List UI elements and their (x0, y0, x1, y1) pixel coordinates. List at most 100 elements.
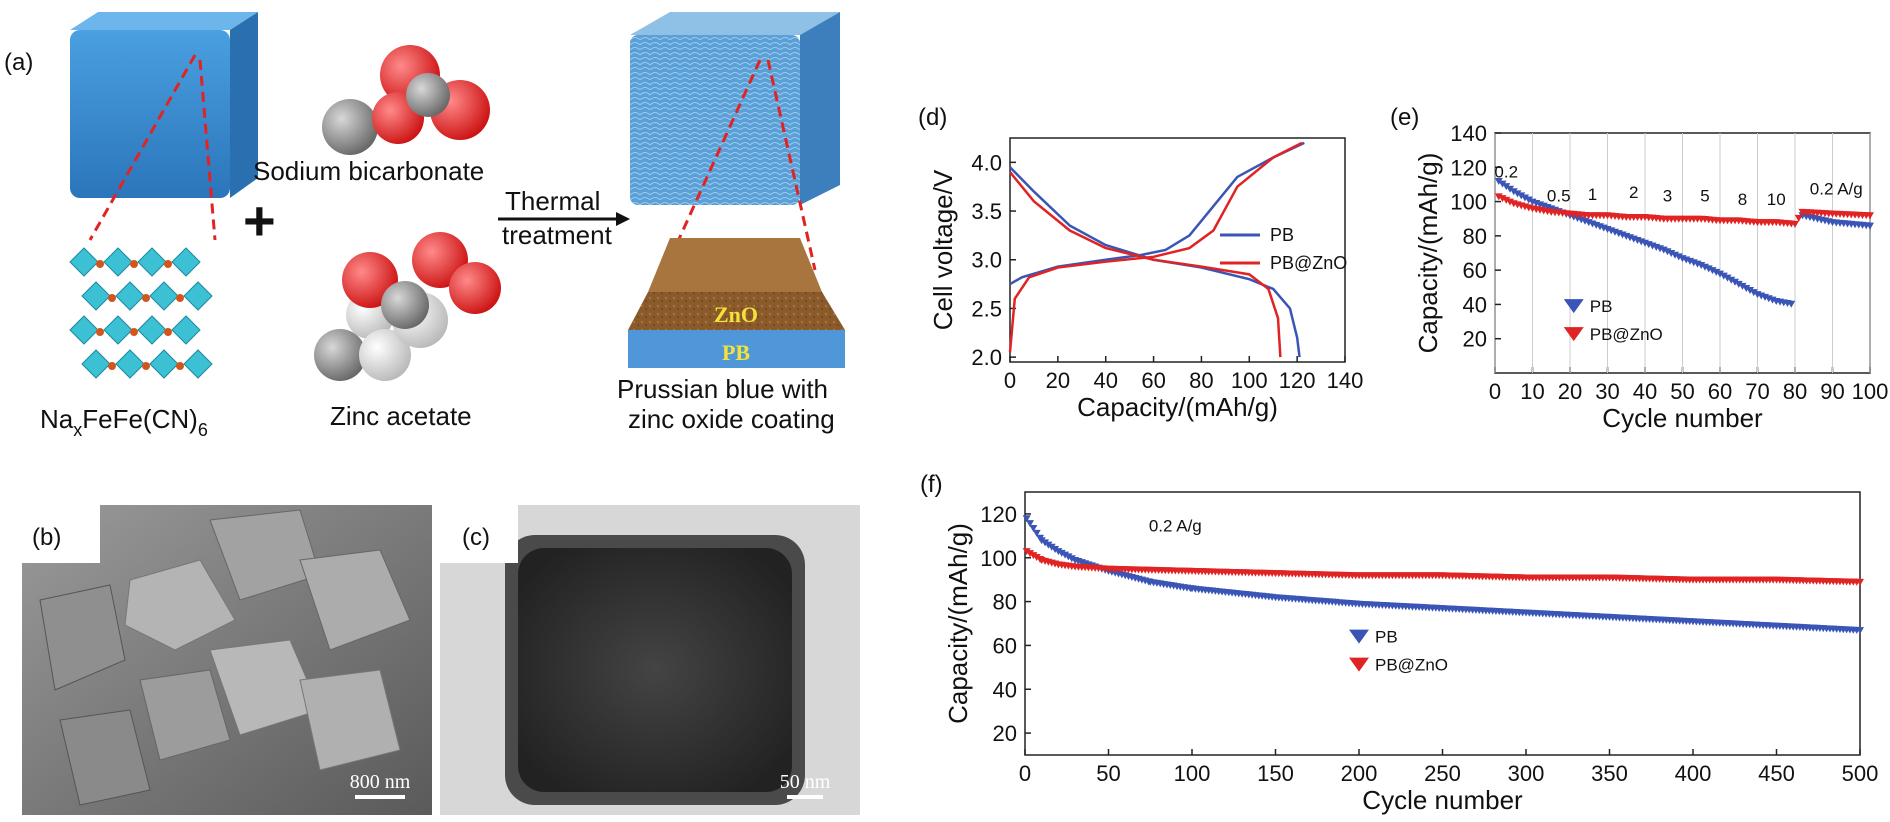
y-tick-label: 20 (993, 721, 1017, 746)
data-point (1051, 545, 1060, 553)
prussian-blue-cube (70, 12, 258, 198)
sem-scale-bar (355, 795, 405, 799)
coating-layer-diagram: ZnO PB (628, 238, 845, 368)
rate-label: 0.2 A/g (1810, 180, 1863, 199)
data-point (1057, 549, 1066, 557)
data-point (1054, 548, 1063, 556)
x-tick-label: 20 (1046, 368, 1070, 393)
crystal-lattice (69, 247, 213, 379)
panel-a: (a) NaxFeFe(CN)6 + Sodium bicarbonate (4, 12, 845, 440)
octahedron-icon (115, 349, 145, 379)
legend-marker (1349, 629, 1369, 644)
octahedron-icon (69, 315, 99, 345)
x-tick-label: 300 (1508, 761, 1545, 786)
data-point (1731, 278, 1739, 286)
x-tick-label: 200 (1341, 761, 1378, 786)
legend-marker (1563, 327, 1584, 342)
product-label-line2: zinc oxide coating (628, 404, 835, 434)
data-point (1521, 194, 1529, 202)
octahedron-icon (171, 315, 201, 345)
octahedron-icon (81, 281, 111, 311)
panel-label-a: (a) (4, 49, 33, 76)
data-point (1022, 515, 1031, 523)
tem-particle-core (518, 548, 792, 792)
x-tick-label: 30 (1595, 379, 1619, 404)
x-tick-label: 0 (1004, 368, 1016, 393)
product-label-line1: Prussian blue with (617, 374, 828, 404)
x-axis-title: Capacity/(mAh/g) (1077, 392, 1278, 422)
panel-label-e: (e) (1390, 104, 1419, 131)
x-tick-label: 400 (1675, 761, 1712, 786)
y-tick-label: 4.0 (971, 150, 1002, 175)
data-point (1502, 183, 1511, 191)
data-point (1734, 280, 1743, 288)
formula-label: NaxFeFe(CN)6 (40, 404, 208, 440)
x-tick-label: 120 (1279, 368, 1316, 393)
series-line-discharge (1009, 171, 1282, 358)
tem-scale-label: 50 nm (780, 771, 831, 793)
y-tick-label: 100 (980, 546, 1017, 571)
data-point (1856, 627, 1864, 635)
y-tick-label: 100 (1450, 190, 1487, 215)
octahedron-icon (69, 247, 99, 277)
data-point (1029, 552, 1038, 560)
x-tick-label: 90 (1820, 379, 1844, 404)
panel-label-b: (b) (32, 524, 61, 551)
legend-label: PB@ZnO (1375, 656, 1448, 675)
y-tick-label: 80 (993, 590, 1017, 615)
x-tick-label: 50 (1670, 379, 1694, 404)
x-tick-label: 60 (1141, 368, 1165, 393)
data-point (1856, 578, 1864, 586)
atom-icon (96, 328, 104, 336)
octahedron-icon (137, 247, 167, 277)
legend-label: PB@ZnO (1270, 253, 1347, 273)
x-axis-title: Cycle number (1362, 785, 1523, 815)
zoom-line (663, 59, 762, 271)
zoom-line (198, 59, 217, 241)
data-point (1026, 550, 1035, 558)
label-background (440, 505, 518, 563)
x-tick-label: 0 (1489, 379, 1501, 404)
atom-icon (108, 362, 116, 370)
rate-label: 5 (1700, 187, 1709, 206)
data-point (1047, 543, 1056, 551)
y-tick-label: 120 (1450, 155, 1487, 180)
x-tick-label: 350 (1591, 761, 1628, 786)
data-point (1746, 287, 1754, 295)
chart-f: 0 50 100 150 200 250 300 350 400 450 500 20 40 60 80 10… (943, 491, 1879, 815)
plot-frame (1009, 137, 1346, 363)
chart-e: 0 10 20 30 40 50 60 70 80 90 100 20 40 60 80 100 120 140 C… (1413, 121, 1888, 433)
octahedron-icon (137, 315, 167, 345)
atom-icon (96, 260, 104, 268)
data-point (1041, 539, 1050, 547)
data-point (1794, 214, 1803, 222)
y-tick-label: 3.5 (971, 199, 1002, 224)
zoom-line (766, 59, 817, 271)
rate-label: 3 (1663, 187, 1672, 206)
data-point (1749, 289, 1758, 297)
sodium-bicarbonate-label: Sodium bicarbonate (253, 156, 484, 186)
arrow-label-top: Thermal (505, 186, 600, 216)
rate-label: 1 (1588, 185, 1597, 204)
y-axis-title: Capacity/(mAh/g) (1413, 153, 1443, 354)
data-point (1064, 553, 1073, 561)
y-tick-label: 120 (980, 502, 1017, 527)
atom-icon (164, 328, 172, 336)
rate-annotation: 0.2 A/g (1149, 516, 1202, 535)
x-tick-label: 500 (1842, 761, 1879, 786)
atom-icon (142, 294, 150, 302)
x-tick-label: 80 (1783, 379, 1807, 404)
data-point (1026, 520, 1035, 528)
legend-marker (1563, 299, 1584, 314)
data-point (1037, 537, 1046, 545)
y-tick-label: 140 (1450, 121, 1487, 146)
data-point (1509, 188, 1518, 196)
data-point (1067, 555, 1076, 563)
pb-layer-label: PB (722, 340, 750, 365)
octahedron-icon (103, 315, 133, 345)
y-axis-title: Capacity/(mAh/g) (943, 523, 973, 724)
y-tick-label: 3.0 (971, 248, 1002, 273)
legend-label: PB (1590, 297, 1613, 316)
zno-layer-label: ZnO (714, 302, 758, 327)
